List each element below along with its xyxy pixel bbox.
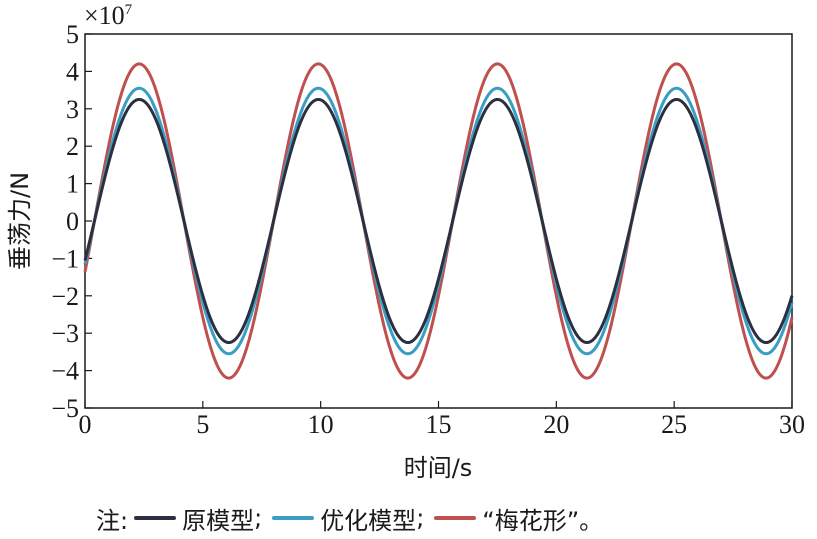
y-tick-label: −2 [51,282,79,311]
x-tick-label: 20 [543,410,569,439]
y-tick-label: −5 [51,394,79,423]
series-lines [83,62,794,380]
legend-label-optimized: 优化模型 [320,506,417,535]
legend-label-plum: “梅花形” [482,506,580,535]
y-tick-label: 1 [66,170,79,199]
y-axis-title: 垂荡力/N [6,172,34,270]
legend-label-original: 原模型 [182,506,255,535]
x-tick-label: 30 [779,410,805,439]
y-multiplier: ×107 [84,1,133,30]
legend-swatch-original [134,516,177,520]
legend-swatch-plum [434,516,477,520]
series-line-original [83,97,794,345]
legend-suffix: 。 [579,506,604,535]
x-tick-label: 25 [661,410,687,439]
x-tick-label: 0 [79,410,92,439]
y-tick-label: 0 [66,207,79,236]
series-line-plum [83,62,794,380]
x-tick-label: 5 [196,410,209,439]
y-tick-label: −1 [51,244,79,273]
y-tick-label: 2 [66,132,79,161]
chart: 0 5 10 15 20 25 30 −5 −4 −3 −2 −1 0 1 2 3 4 5 ×107 时间/s 垂… [6,1,805,482]
axis-ticks: 0 5 10 15 20 25 30 −5 −4 −3 −2 −1 0 1 2 3 4 5 [51,20,805,439]
legend-swatch-optimized [272,516,315,520]
x-axis-title: 时间/s [404,454,473,482]
plot-frame [84,33,793,409]
series-line-optimized [83,86,794,356]
legend-separator: ; [254,504,263,532]
x-tick-label: 10 [308,410,334,439]
y-tick-label: 4 [66,57,79,86]
y-tick-label: −4 [51,357,79,386]
legend-prefix: 注: [96,506,129,535]
y-tick-label: −3 [51,319,79,348]
y-tick-label: 3 [66,95,79,124]
x-tick-label: 15 [426,410,452,439]
legend: 注: 原模型 ; 优化模型 ; “梅花形” 。 [96,500,603,536]
legend-separator: ; [416,504,425,532]
y-tick-label: 5 [66,20,79,49]
